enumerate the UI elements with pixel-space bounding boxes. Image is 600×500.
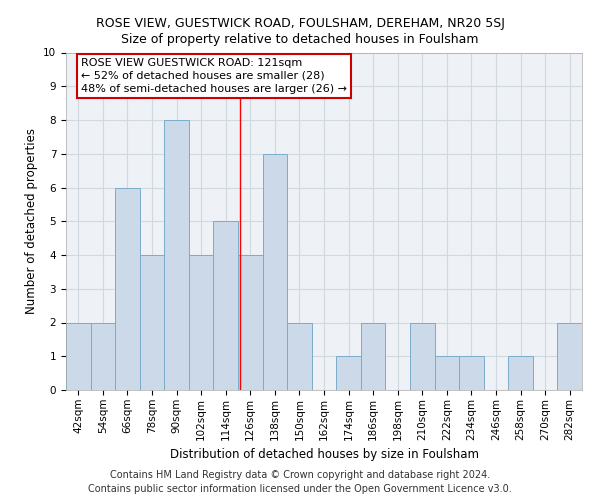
- Text: Contains HM Land Registry data © Crown copyright and database right 2024.
Contai: Contains HM Land Registry data © Crown c…: [88, 470, 512, 494]
- X-axis label: Distribution of detached houses by size in Foulsham: Distribution of detached houses by size …: [170, 448, 479, 461]
- Bar: [189, 255, 214, 390]
- Bar: [336, 356, 361, 390]
- Bar: [115, 188, 140, 390]
- Bar: [91, 322, 115, 390]
- Bar: [361, 322, 385, 390]
- Bar: [410, 322, 434, 390]
- Y-axis label: Number of detached properties: Number of detached properties: [25, 128, 38, 314]
- Text: ROSE VIEW GUESTWICK ROAD: 121sqm
← 52% of detached houses are smaller (28)
48% o: ROSE VIEW GUESTWICK ROAD: 121sqm ← 52% o…: [82, 58, 347, 94]
- Bar: [263, 154, 287, 390]
- Text: Size of property relative to detached houses in Foulsham: Size of property relative to detached ho…: [121, 32, 479, 46]
- Bar: [140, 255, 164, 390]
- Bar: [238, 255, 263, 390]
- Bar: [434, 356, 459, 390]
- Bar: [164, 120, 189, 390]
- Bar: [557, 322, 582, 390]
- Bar: [66, 322, 91, 390]
- Bar: [214, 221, 238, 390]
- Text: ROSE VIEW, GUESTWICK ROAD, FOULSHAM, DEREHAM, NR20 5SJ: ROSE VIEW, GUESTWICK ROAD, FOULSHAM, DER…: [95, 18, 505, 30]
- Bar: [287, 322, 312, 390]
- Bar: [508, 356, 533, 390]
- Bar: [459, 356, 484, 390]
